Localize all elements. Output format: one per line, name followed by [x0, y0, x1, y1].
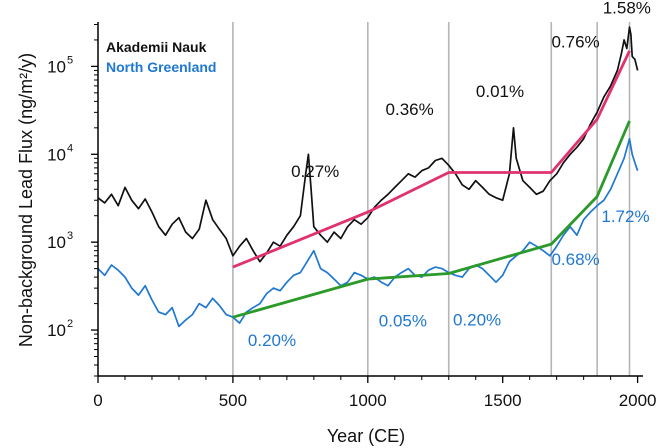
rate-label: 0.20%	[248, 331, 296, 350]
y-axis-label: Non-background Lead Flux (ng/m²/y)	[16, 53, 36, 347]
rate-label: 0.68%	[551, 250, 599, 269]
rate-label: 0.20%	[453, 311, 501, 330]
rate-label: 0.01%	[476, 82, 524, 101]
x-tick-label: 1000	[349, 391, 387, 410]
y-tick-exponent: 2	[67, 318, 73, 330]
y-tick-label: 10	[47, 57, 66, 76]
rate-annotations: 0.27% 0.36% 0.01% 0.76%1.58% 0.20% 0.05% 0.20%…	[248, 0, 651, 350]
rate-label: 1.58%	[603, 0, 651, 17]
y-tick-label: 10	[47, 321, 66, 340]
legend-entry: North Greenland	[106, 59, 216, 75]
x-tick-label: 2000	[619, 391, 657, 410]
x-tick-label: 500	[219, 391, 247, 410]
period-divider-lines	[232, 22, 631, 376]
y-tick-exponent: 5	[67, 54, 73, 66]
y-tick-exponent: 4	[67, 142, 73, 154]
legend: Akademii Nauk North Greenland	[106, 39, 216, 75]
rate-label: 0.05%	[379, 311, 427, 330]
rate-label: 0.27%	[291, 162, 339, 181]
trend-fit-1-line	[232, 50, 631, 269]
x-tick-label: 0	[93, 391, 102, 410]
rate-label: 0.76%	[551, 32, 599, 51]
y-tick-exponent: 3	[67, 230, 73, 242]
x-tick-label: 1500	[484, 391, 522, 410]
data-series	[97, 26, 639, 328]
north-greenland-line	[97, 137, 639, 328]
trend-fit-2-line	[232, 120, 631, 319]
rate-label: 1.72%	[601, 207, 649, 226]
y-tick-label: 10	[47, 145, 66, 164]
rate-label: 0.36%	[386, 100, 434, 119]
akademii-nauk-line	[97, 26, 639, 263]
y-tick-label: 10	[47, 233, 66, 252]
x-axis-label: Year (CE)	[327, 426, 405, 446]
legend-entry: Akademii Nauk	[106, 39, 207, 55]
